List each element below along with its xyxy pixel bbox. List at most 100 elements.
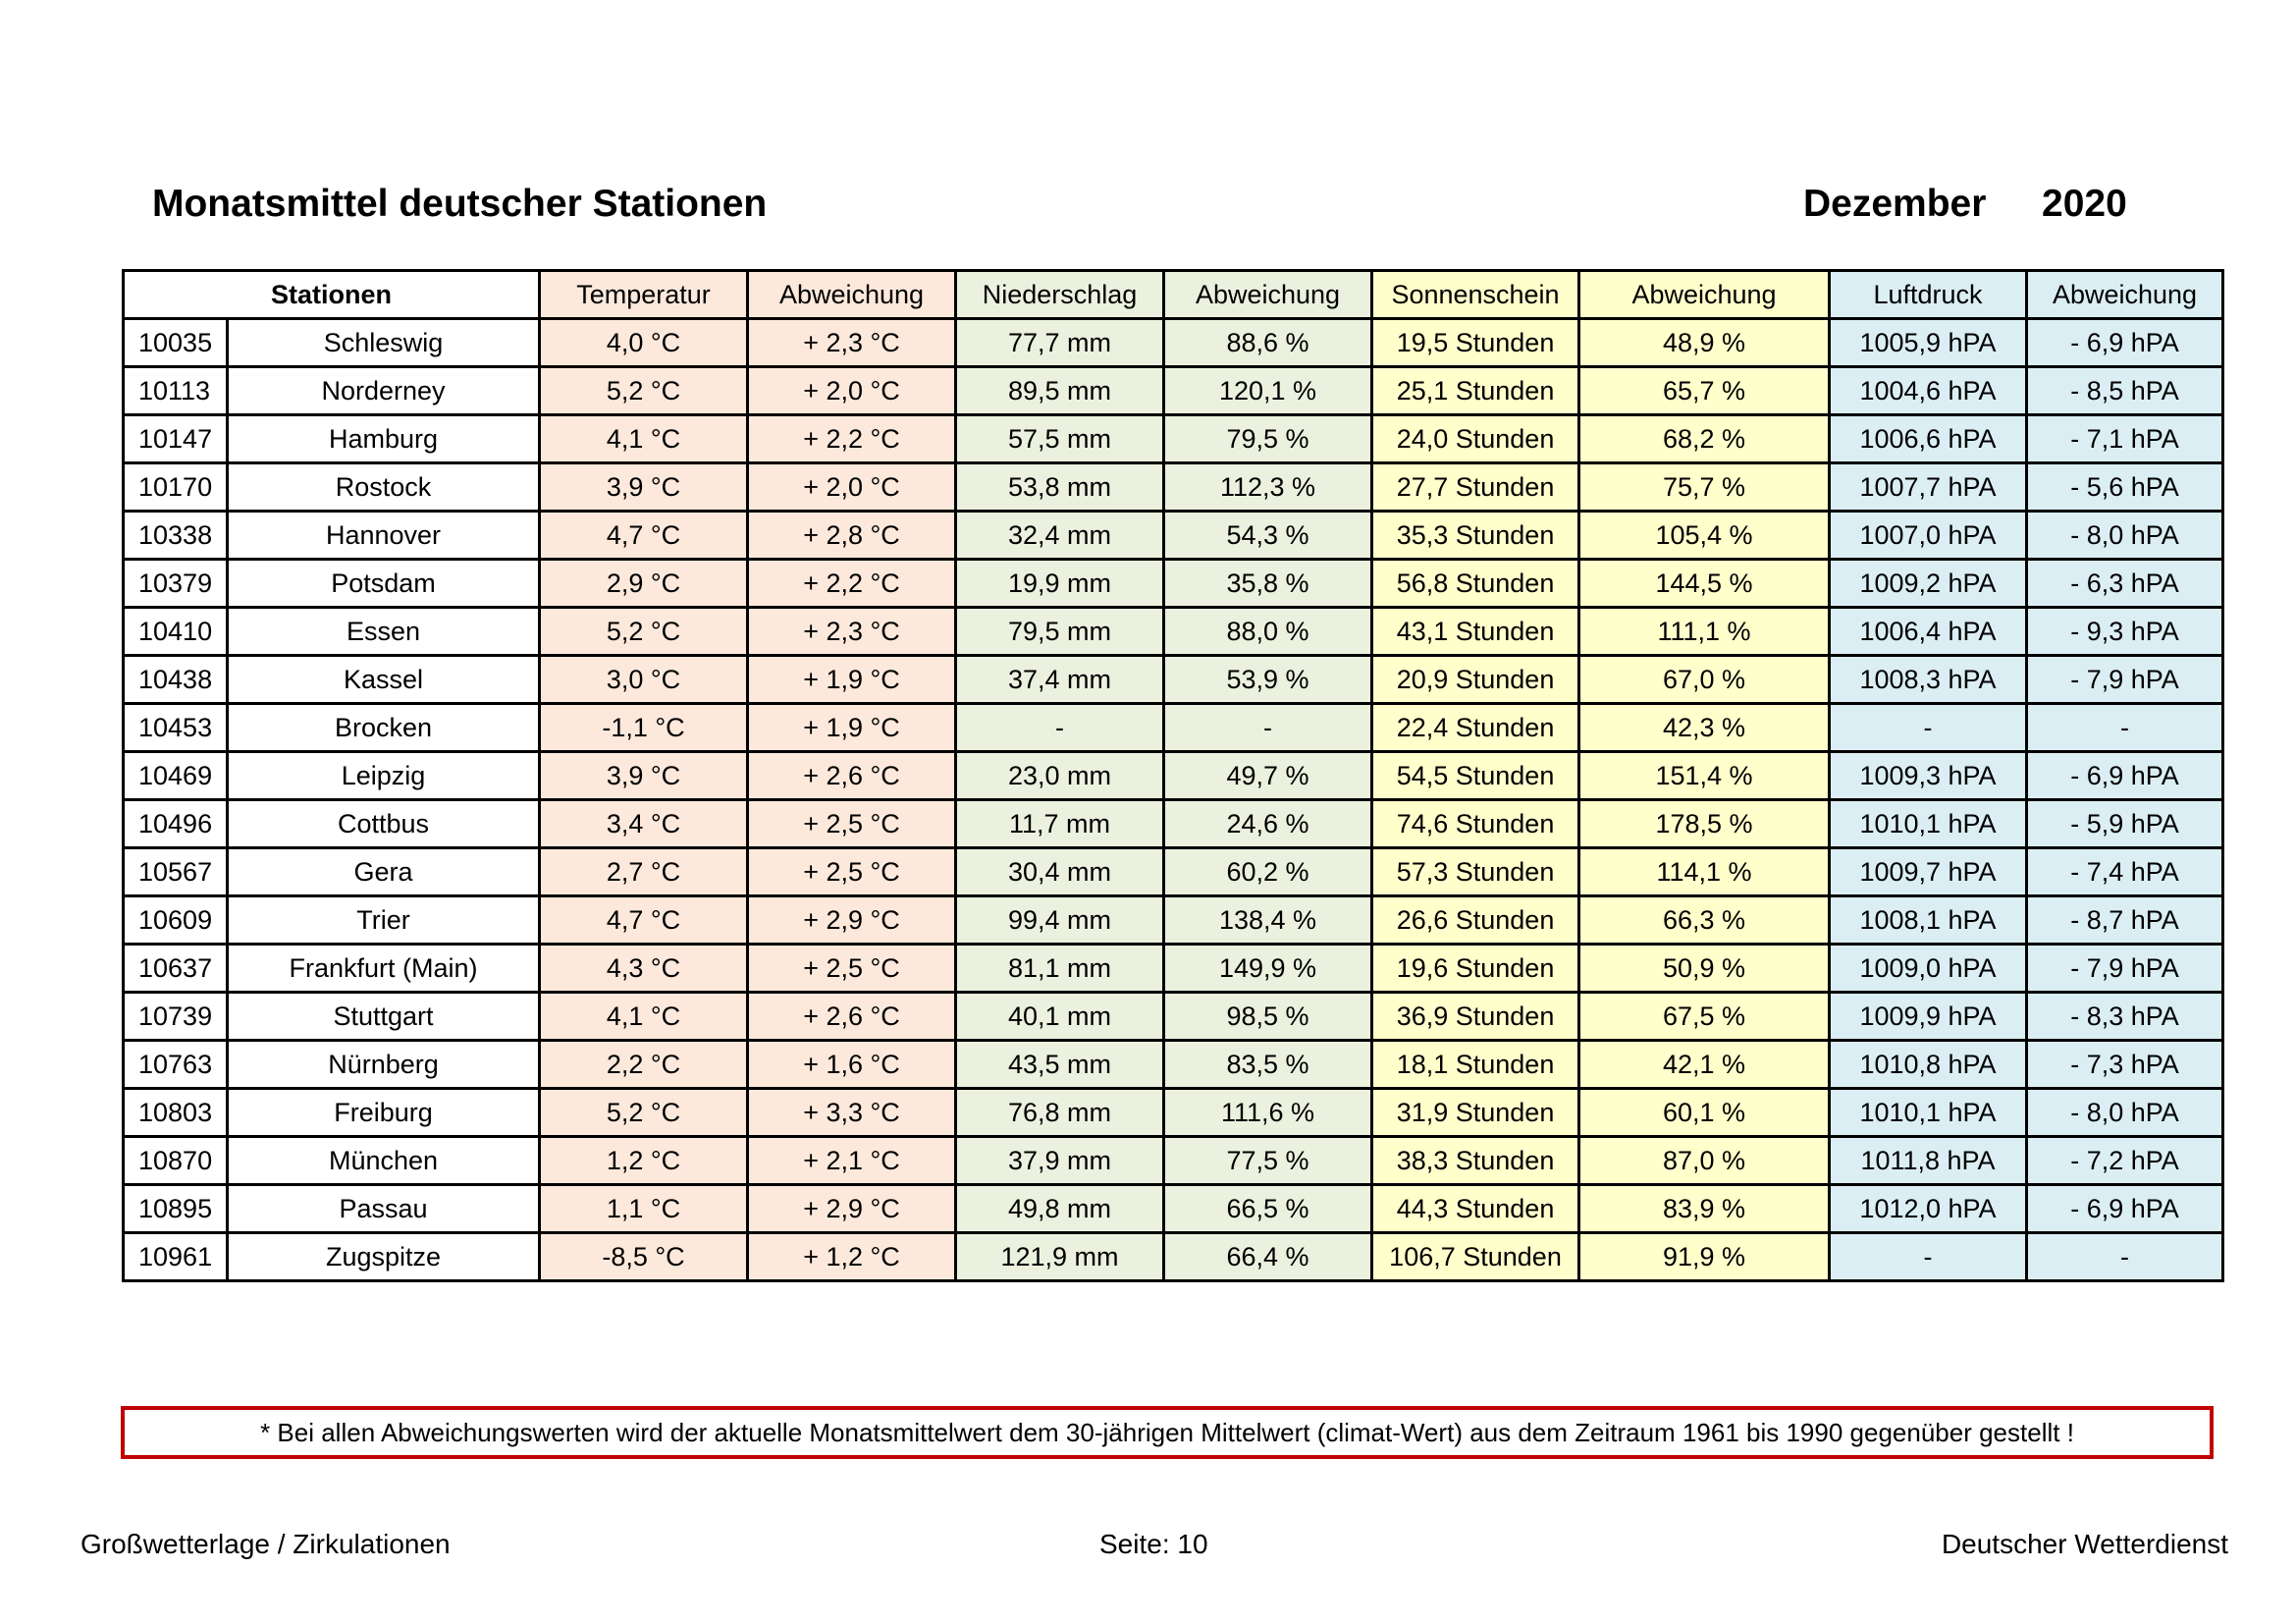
table-row: 10961 Zugspitze -8,5 °C + 1,2 °C 121,9 mm 66,… [122,1231,2296,1282]
pressure-deviation-cell: - 5,6 hPA [2025,461,2225,513]
station-name-cell: Schleswig [225,317,542,368]
temperature-deviation-cell: + 1,9 °C [746,654,958,705]
temperature-deviation-cell: + 2,8 °C [746,510,958,561]
station-id-cell: 10410 [122,606,229,657]
table-row: 10170 Rostock 3,9 °C + 2,0 °C 53,8 mm 112,3 %… [122,461,2296,513]
sunshine-deviation-cell: 42,3 % [1577,702,1832,753]
station-name-cell: Trier [225,894,542,946]
table-row: 10469 Leipzig 3,9 °C + 2,6 °C 23,0 mm 49,7 % 5… [122,750,2296,801]
header-temperature-deviation: Abweichung [746,269,958,320]
footer-right: Deutscher Wetterdienst [1941,1529,2228,1559]
pressure-cell: 1009,7 hPA [1828,846,2029,897]
precipitation-cell: 11,7 mm [954,798,1166,849]
temperature-deviation-cell: + 2,3 °C [746,317,958,368]
precipitation-cell: 49,8 mm [954,1183,1166,1234]
pressure-cell: 1006,6 hPA [1828,413,2029,464]
temperature-cell: 2,2 °C [538,1039,750,1090]
temperature-cell: 2,9 °C [538,558,750,609]
precipitation-cell: 79,5 mm [954,606,1166,657]
report-year: 2020 [2042,183,2127,225]
station-id-cell: 10338 [122,510,229,561]
temperature-cell: 3,9 °C [538,750,750,801]
station-id-cell: 10379 [122,558,229,609]
station-name-cell: Gera [225,846,542,897]
table-row: 10113 Norderney 5,2 °C + 2,0 °C 89,5 mm 120,1… [122,365,2296,416]
station-name-cell: Leipzig [225,750,542,801]
temperature-deviation-cell: + 3,3 °C [746,1087,958,1138]
footer-page: Seite: 10 [1099,1529,1208,1559]
station-name-cell: Essen [225,606,542,657]
precipitation-deviation-cell: 53,9 % [1162,654,1374,705]
temperature-deviation-cell: + 1,6 °C [746,1039,958,1090]
sunshine-cell: 19,6 Stunden [1370,943,1581,994]
pressure-deviation-cell: - [2025,1231,2225,1282]
sunshine-deviation-cell: 60,1 % [1577,1087,1832,1138]
sunshine-deviation-cell: 65,7 % [1577,365,1832,416]
sunshine-deviation-cell: 111,1 % [1577,606,1832,657]
station-id-cell: 10438 [122,654,229,705]
precipitation-deviation-cell: 111,6 % [1162,1087,1374,1138]
pressure-deviation-cell: - 6,9 hPA [2025,750,2225,801]
sunshine-deviation-cell: 50,9 % [1577,943,1832,994]
pressure-cell: 1006,4 hPA [1828,606,2029,657]
sunshine-cell: 57,3 Stunden [1370,846,1581,897]
pressure-cell: 1010,1 hPA [1828,798,2029,849]
table-row: 10895 Passau 1,1 °C + 2,9 °C 49,8 mm 66,5 % 44… [122,1183,2296,1234]
sunshine-cell: 56,8 Stunden [1370,558,1581,609]
precipitation-cell: 89,5 mm [954,365,1166,416]
page-title: Monatsmittel deutscher Stationen [152,183,768,225]
temperature-deviation-cell: + 2,9 °C [746,1183,958,1234]
station-id-cell: 10113 [122,365,229,416]
table-row: 10453 Brocken -1,1 °C + 1,9 °C - -22,4 Stunde… [122,702,2296,753]
temperature-deviation-cell: + 2,1 °C [746,1135,958,1186]
sunshine-deviation-cell: 87,0 % [1577,1135,1832,1186]
temperature-cell: 4,1 °C [538,413,750,464]
table-row: 10438 Kassel 3,0 °C + 1,9 °C 37,4 mm 53,9 % 20… [122,654,2296,705]
precipitation-deviation-cell: 120,1 % [1162,365,1374,416]
precipitation-deviation-cell: 98,5 % [1162,991,1374,1042]
sunshine-cell: 25,1 Stunden [1370,365,1581,416]
station-id-cell: 10637 [122,943,229,994]
sunshine-deviation-cell: 114,1 % [1577,846,1832,897]
temperature-cell: 5,2 °C [538,606,750,657]
station-table: Stationen Temperatur Abweichung Niedersc… [121,269,2296,1282]
sunshine-deviation-cell: 105,4 % [1577,510,1832,561]
pressure-deviation-cell: - 6,3 hPA [2025,558,2225,609]
header-stations: Stationen [121,269,542,320]
precipitation-deviation-cell: 77,5 % [1162,1135,1374,1186]
sunshine-cell: 44,3 Stunden [1370,1183,1581,1234]
header-pressure-deviation: Abweichung [2025,269,2225,320]
precipitation-cell: 81,1 mm [954,943,1166,994]
pressure-cell: 1008,3 hPA [1828,654,2029,705]
station-name-cell: Stuttgart [225,991,542,1042]
pressure-deviation-cell: - 8,5 hPA [2025,365,2225,416]
temperature-cell: 3,0 °C [538,654,750,705]
pressure-deviation-cell: - 8,3 hPA [2025,991,2225,1042]
station-id-cell: 10170 [122,461,229,513]
sunshine-cell: 54,5 Stunden [1370,750,1581,801]
table-row: 10496 Cottbus 3,4 °C + 2,5 °C 11,7 mm 24,6 % 7… [122,798,2296,849]
precipitation-deviation-cell: 83,5 % [1162,1039,1374,1090]
precipitation-cell: 43,5 mm [954,1039,1166,1090]
station-id-cell: 10961 [122,1231,229,1282]
temperature-deviation-cell: + 2,3 °C [746,606,958,657]
station-name-cell: Passau [225,1183,542,1234]
station-name-cell: Nürnberg [225,1039,542,1090]
station-name-cell: Cottbus [225,798,542,849]
station-name-cell: Frankfurt (Main) [225,943,542,994]
sunshine-cell: 24,0 Stunden [1370,413,1581,464]
pressure-cell: 1005,9 hPA [1828,317,2029,368]
temperature-deviation-cell: + 2,2 °C [746,413,958,464]
pressure-cell: - [1828,1231,2029,1282]
pressure-deviation-cell: - 5,9 hPA [2025,798,2225,849]
table-row: 10379 Potsdam 2,9 °C + 2,2 °C 19,9 mm 35,8 % 5… [122,558,2296,609]
temperature-deviation-cell: + 2,5 °C [746,798,958,849]
report-month: Dezember [1803,183,1987,225]
temperature-deviation-cell: + 2,5 °C [746,846,958,897]
sunshine-deviation-cell: 68,2 % [1577,413,1832,464]
pressure-cell: 1007,7 hPA [1828,461,2029,513]
station-name-cell: München [225,1135,542,1186]
sunshine-cell: 31,9 Stunden [1370,1087,1581,1138]
sunshine-deviation-cell: 42,1 % [1577,1039,1832,1090]
pressure-deviation-cell: - 8,7 hPA [2025,894,2225,946]
